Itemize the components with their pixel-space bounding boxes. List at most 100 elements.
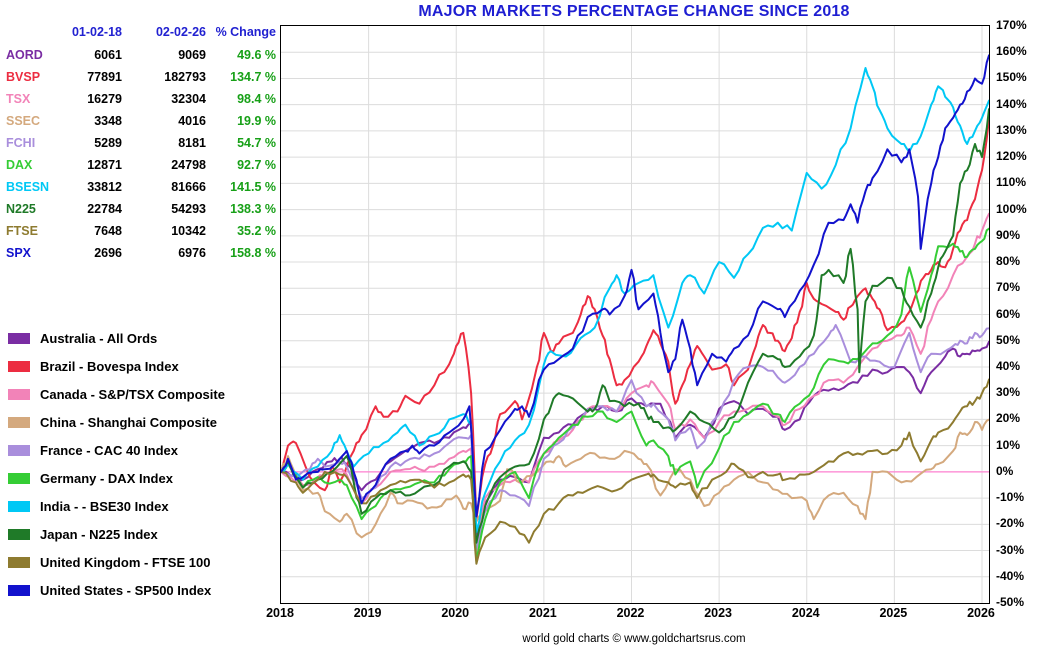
legend-item: China - Shanghai Composite	[8, 408, 225, 436]
index-symbol: DAX	[6, 158, 33, 172]
stats-header-blank	[4, 20, 54, 44]
percent-change: 19.9 %	[237, 114, 276, 128]
legend-swatch-icon	[8, 528, 30, 540]
plot-area	[280, 25, 990, 604]
legend-item: Australia - All Ords	[8, 324, 225, 352]
legend-item: India - - BSE30 Index	[8, 492, 225, 520]
y-axis-label: 80%	[996, 254, 1021, 269]
start-value: 22784	[87, 202, 122, 216]
legend-item: Germany - DAX Index	[8, 464, 225, 492]
series-line-ssec	[281, 418, 989, 539]
y-axis-label: -40%	[996, 568, 1025, 583]
start-value: 5289	[94, 136, 122, 150]
legend-swatch-icon	[8, 444, 30, 456]
legend-item: United States - SP500 Index	[8, 576, 225, 604]
table-row: SPX 2696 6976 158.8 %	[4, 242, 278, 264]
page-title: MAJOR MARKETS PERCENTAGE CHANGE SINCE 20…	[418, 3, 850, 20]
series-line-spx	[281, 54, 989, 518]
y-axis-label: -20%	[996, 516, 1025, 531]
table-row: FTSE 7648 10342 35.2 %	[4, 220, 278, 242]
start-value: 7648	[94, 224, 122, 238]
percent-change: 54.7 %	[237, 136, 276, 150]
table-row: FCHI 5289 8181 54.7 %	[4, 132, 278, 154]
percent-change: 141.5 %	[230, 180, 276, 194]
percent-change: 92.7 %	[237, 158, 276, 172]
end-value: 24798	[171, 158, 206, 172]
end-value: 10342	[171, 224, 206, 238]
y-axis-label: 10%	[996, 437, 1021, 452]
y-axis-label: 110%	[996, 175, 1027, 190]
index-symbol: N225	[6, 202, 36, 216]
legend-label: Australia - All Ords	[40, 330, 158, 346]
end-value: 9069	[178, 48, 206, 62]
chart-canvas	[281, 26, 989, 603]
y-axis-label: 130%	[996, 122, 1027, 137]
legend-item: France - CAC 40 Index	[8, 436, 225, 464]
stats-header-start-date: 01-02-18	[71, 25, 122, 39]
y-axis-label: 0%	[996, 463, 1014, 478]
series-line-dax	[281, 227, 989, 562]
end-value: 54293	[171, 202, 206, 216]
end-value: 8181	[178, 136, 206, 150]
index-symbol: SSEC	[6, 114, 41, 128]
x-axis-label: 2021	[528, 606, 557, 620]
legend-item: Japan - N225 Index	[8, 520, 225, 548]
index-symbol: BSESN	[6, 180, 50, 194]
start-value: 12871	[87, 158, 122, 172]
table-row: BVSP 77891 182793 134.7 %	[4, 66, 278, 88]
legend-swatch-icon	[8, 472, 30, 484]
end-value: 32304	[171, 92, 206, 106]
index-symbol: TSX	[6, 92, 31, 106]
y-axis-label: 30%	[996, 385, 1021, 400]
legend-item: Brazil - Bovespa Index	[8, 352, 225, 380]
y-axis-label: 70%	[996, 280, 1021, 295]
y-axis-label: 40%	[996, 358, 1021, 373]
legend-label: France - CAC 40 Index	[40, 442, 178, 458]
legend-label: Germany - DAX Index	[40, 470, 173, 486]
percent-change: 158.8 %	[230, 246, 276, 260]
y-axis-label: -30%	[996, 542, 1025, 557]
stats-header-end-date: 02-02-26	[155, 25, 206, 39]
y-axis-label: 140%	[996, 96, 1027, 111]
y-axis-label: 120%	[996, 149, 1027, 164]
legend-item: Canada - S&P/TSX Composite	[8, 380, 225, 408]
y-axis-label: 170%	[996, 18, 1027, 32]
y-axis-label: 50%	[996, 332, 1021, 347]
stats-header-row: 01-02-18 02-02-26 % Change	[4, 20, 278, 44]
legend-label: Brazil - Bovespa Index	[40, 358, 179, 374]
legend-label: Canada - S&P/TSX Composite	[40, 386, 225, 402]
index-symbol: BVSP	[6, 70, 41, 84]
y-axis-label: 100%	[996, 201, 1027, 216]
legend-swatch-icon	[8, 360, 30, 372]
x-axis-label: 2019	[353, 606, 382, 620]
index-symbol: SPX	[6, 246, 32, 260]
legend-swatch-icon	[8, 556, 30, 568]
table-row: N225 22784 54293 138.3 %	[4, 198, 278, 220]
x-axis-label: 2025	[879, 606, 908, 620]
legend-item: United Kingdom - FTSE 100	[8, 548, 225, 576]
y-axis-label: 160%	[996, 44, 1027, 59]
table-row: TSX 16279 32304 98.4 %	[4, 88, 278, 110]
x-axis-label: 2026	[967, 606, 995, 620]
y-axis-label: -10%	[996, 490, 1025, 505]
legend: Australia - All Ords Brazil - Bovespa Ind…	[8, 324, 225, 604]
x-axis-label: 2020	[441, 606, 470, 620]
legend-label: Japan - N225 Index	[40, 526, 158, 542]
legend-swatch-icon	[8, 332, 30, 344]
legend-swatch-icon	[8, 416, 30, 428]
legend-swatch-icon	[8, 500, 30, 512]
x-axis-label: 2018	[266, 606, 294, 620]
start-value: 16279	[87, 92, 122, 106]
stats-header-change: % Change	[215, 25, 276, 39]
table-row: AORD 6061 9069 49.6 %	[4, 44, 278, 66]
index-symbol: FTSE	[6, 224, 38, 238]
x-axis-label: 2022	[616, 606, 645, 620]
table-row: DAX 12871 24798 92.7 %	[4, 154, 278, 176]
index-symbol: AORD	[6, 48, 43, 62]
y-axis-label: -50%	[996, 595, 1025, 609]
y-axis-label: 150%	[996, 70, 1027, 85]
end-value: 6976	[178, 246, 206, 260]
stats-table: 01-02-18 02-02-26 % Change AORD 6061 9069 4…	[4, 20, 278, 264]
end-value: 81666	[171, 180, 206, 194]
